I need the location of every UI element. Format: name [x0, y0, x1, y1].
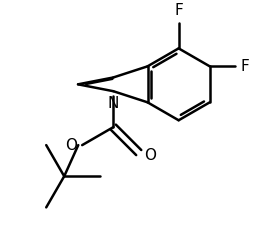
- Text: N: N: [108, 96, 119, 111]
- Text: F: F: [174, 3, 183, 18]
- Text: O: O: [65, 138, 77, 153]
- Text: O: O: [144, 148, 156, 163]
- Text: F: F: [240, 59, 249, 74]
